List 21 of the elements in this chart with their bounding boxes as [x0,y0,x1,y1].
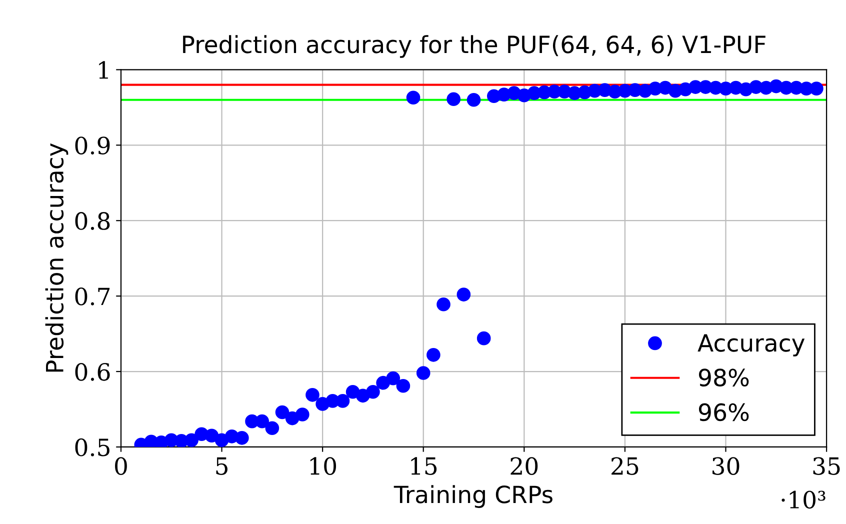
text: ·10³ [782,490,826,509]
y-tick-label: 0.8 [75,212,110,230]
legend-label: Accuracy [698,334,805,356]
legend-label: 98% [698,368,749,386]
x-tick-label: 30 [712,457,740,475]
y-axis-title: Prediction accuracy [45,143,68,372]
legend-label: 96% [698,403,749,422]
x-tick-label: 25 [612,457,638,475]
y-tick-label: 0.6 [75,362,110,381]
y-tick-label: 0.7 [75,288,110,306]
x-tick-label: 15 [411,457,437,475]
x-tick-label: 20 [510,457,538,475]
y-tick-label: 0.9 [75,136,110,154]
x-axis-title: Training CRPs [394,485,552,508]
x-tick-label: 10 [310,457,336,475]
chart-title: Prediction accuracy for the PUF(64, 64, 6) V1-PUF [183,35,766,58]
y-tick-label: 0.5 [75,438,110,456]
x-tick-label: 5 [216,457,228,475]
y-tick-label: 1 [99,61,108,79]
x-tick-label: 0 [115,457,127,475]
x-tick-label: 35 [813,457,840,475]
